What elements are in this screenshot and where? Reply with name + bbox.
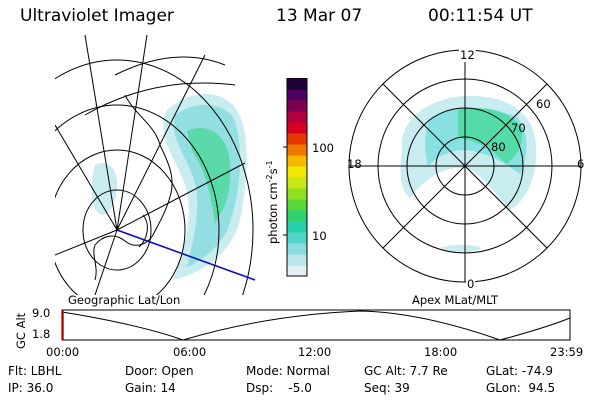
coast-blue-line [116,229,256,281]
colorbar-step [287,111,307,123]
mlt-label-12: 12 [459,48,476,62]
coastline [93,94,173,281]
timeline-xtick-end: 23:59 [550,345,584,359]
colorbar-step [287,221,307,233]
timeline-xtick-18: 18:00 [424,345,458,359]
colorbar-step [287,122,307,134]
gc-altitude-curve [61,310,571,341]
info-gc-alt: GC Alt: 7.7 Re [364,364,448,378]
info-dsp: Dsp: -5.0 [246,381,312,395]
colorbar-step [287,188,307,200]
colorbar-step [287,144,307,156]
colorbar-step [287,100,307,112]
colorbar-tick-10: 10 [312,229,327,243]
timeline-xtick-6: 06:00 [173,345,207,359]
mlat-label-60: 60 [536,97,551,111]
info-seq: Seq: 39 [364,381,410,395]
colorbar-step [287,199,307,211]
mlt-label-6: 6 [577,157,585,171]
mlt-label-0: 0 [466,277,476,291]
timeline-y-label: GC Alt [14,312,28,349]
geographic-map [55,35,256,295]
timeline-ytick-9: 9.0 [32,306,51,320]
info-glat: GLat: -74.9 [486,364,553,378]
info-ip: IP: 36.0 [8,381,54,395]
colorbar-unit-label: photon cm-2s-1 [265,160,280,244]
colorbar-step [287,133,307,145]
colorbar-step [287,210,307,222]
mlat-label-70: 70 [511,121,526,135]
apex-caption: Apex MLat/MLT [412,293,499,307]
timeline-xtick-0: 00:00 [46,345,80,359]
colorbar-step [287,89,307,101]
colorbar [283,78,308,277]
time-label: 00:11:54 UT [428,6,533,26]
colorbar-step [287,78,307,90]
meridians [55,35,246,295]
gc-altitude-timeline [61,309,571,341]
info-gain: Gain: 14 [125,381,176,395]
info-mode: Mode: Normal [246,364,330,378]
date-label: 13 Mar 07 [276,6,363,26]
colorbar-step [287,177,307,189]
colorbar-tick-100: 100 [312,141,334,155]
colorbar-step [287,166,307,178]
colorbar-step [287,265,307,277]
geo-caption: Geographic Lat/Lon [68,293,181,307]
mlat-label-80: 80 [491,140,506,154]
app-title: Ultraviolet Imager [20,6,174,26]
lat-ring [82,189,152,271]
colorbar-step [287,254,307,266]
info-door: Door: Open [125,364,194,378]
timeline-xtick-12: 12:00 [298,345,332,359]
polar-map [348,49,582,283]
timeline-ytick-1: 1.8 [32,327,51,341]
info-glon: GLon: 94.5 [486,381,556,395]
mlt-label-18: 18 [347,157,362,171]
colorbar-step [287,232,307,244]
colorbar-step [287,243,307,255]
colorbar-step [287,155,307,167]
info-filter: Flt: LBHL [8,364,62,378]
